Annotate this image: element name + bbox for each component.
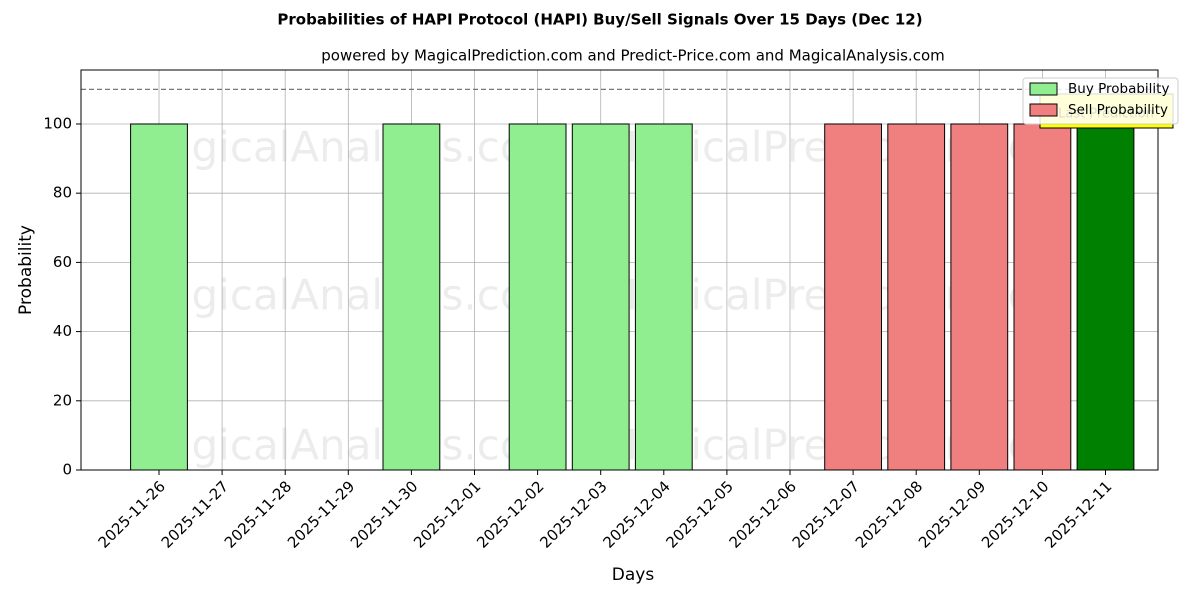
- chart-title: Probabilities of HAPI Protocol (HAPI) Bu…: [277, 11, 922, 29]
- x-tick-label: 2025-11-27: [158, 477, 232, 551]
- x-tick-label: 2025-11-26: [95, 477, 169, 551]
- x-tick-label: 2025-12-07: [789, 477, 863, 551]
- y-tick-label: 100: [43, 114, 72, 132]
- bar: [634, 123, 693, 471]
- x-tick-label: 2025-12-10: [978, 477, 1052, 551]
- x-tick-label: 2025-12-04: [599, 477, 673, 551]
- x-axis-label: Days: [612, 565, 655, 585]
- bar: [887, 123, 946, 471]
- bar: [571, 123, 630, 471]
- y-tick-label: 80: [53, 184, 72, 202]
- x-tick-label: 2025-12-03: [536, 477, 610, 551]
- legend-swatch: [1029, 103, 1058, 117]
- y-tick-label: 20: [53, 391, 72, 409]
- x-tick-label: 2025-11-29: [284, 477, 358, 551]
- x-tick-label: 2025-12-11: [1041, 477, 1115, 551]
- bar: [824, 123, 882, 471]
- bar: [130, 123, 188, 471]
- legend-label: Buy Probability: [1068, 81, 1169, 97]
- x-tick-label: 2025-12-01: [410, 477, 484, 551]
- x-tick-label: 2025-12-08: [852, 477, 926, 551]
- x-tick-label: 2025-12-02: [473, 477, 547, 551]
- x-tick-label: 2025-11-28: [221, 477, 295, 551]
- legend-label: Sell Probability: [1068, 102, 1168, 118]
- chart-subtitle: powered by MagicalPrediction.com and Pre…: [321, 47, 945, 65]
- y-tick-label: 60: [53, 253, 72, 271]
- bar: [950, 123, 1009, 471]
- bar: [508, 123, 567, 471]
- x-tick-label: 2025-12-06: [726, 477, 800, 551]
- x-tick-label: 2025-11-30: [347, 477, 421, 551]
- x-tick-label: 2025-12-05: [663, 477, 737, 551]
- bar: [1013, 123, 1072, 471]
- bar: [382, 123, 441, 471]
- y-tick-label: 0: [62, 461, 72, 479]
- legend-swatch: [1029, 82, 1058, 96]
- y-tick-label: 40: [53, 322, 72, 340]
- legend-box: [1022, 77, 1179, 125]
- bar: [1076, 123, 1135, 471]
- x-tick-label: 2025-12-09: [915, 477, 989, 551]
- plot-frame: [80, 69, 1159, 471]
- y-axis-label: Probability: [16, 225, 36, 315]
